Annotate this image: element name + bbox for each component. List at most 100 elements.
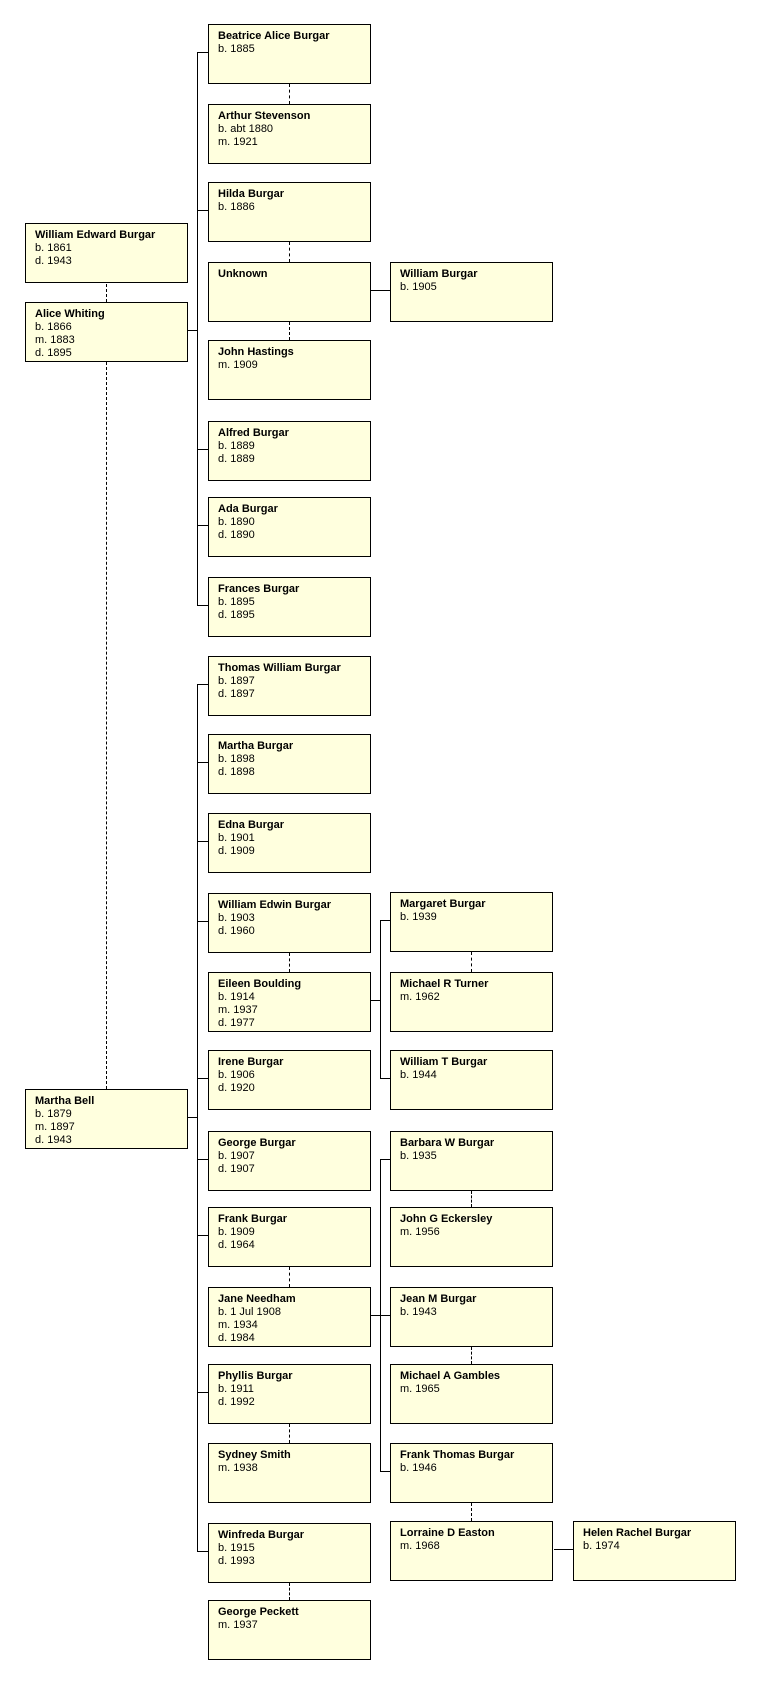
person-box-william-burgar[interactable]: William Burgar b. 1905 — [390, 262, 553, 322]
person-detail: b. 1861 — [35, 242, 72, 254]
person-box-martha-bell[interactable]: Martha Bell b. 1879 m. 1897 d. 1943 — [25, 1089, 188, 1149]
person-name: Martha Burgar — [218, 740, 294, 752]
person-detail: b. 1886 — [218, 201, 255, 213]
descent-line — [197, 684, 198, 1552]
person-name: Michael R Turner — [400, 978, 489, 990]
descent-line — [554, 1549, 573, 1550]
person-name: Barbara W Burgar — [400, 1137, 495, 1149]
person-box-arthur-stevenson[interactable]: Arthur Stevenson b. abt 1880 m. 1921 — [208, 104, 371, 164]
person-name: Thomas William Burgar — [218, 662, 341, 674]
person-box-william-edward-burgar[interactable]: William Edward Burgar b. 1861 d. 1943 — [25, 223, 188, 283]
person-detail: m. 1897 — [35, 1121, 75, 1133]
person-box-margaret-burgar[interactable]: Margaret Burgar b. 1939 — [390, 892, 553, 952]
descent-line — [197, 605, 208, 606]
person-box-sydney-smith[interactable]: Sydney Smith m. 1938 — [208, 1443, 371, 1503]
person-detail: b. 1915 — [218, 1542, 255, 1554]
person-detail: b. 1906 — [218, 1069, 255, 1081]
person-box-eileen-boulding[interactable]: Eileen Boulding b. 1914 m. 1937 d. 1977 — [208, 972, 371, 1032]
person-name: William Burgar — [400, 268, 478, 280]
person-detail: d. 1907 — [218, 1163, 255, 1175]
descent-line — [188, 1117, 197, 1118]
descent-line — [380, 1315, 390, 1316]
person-box-michael-r-turner[interactable]: Michael R Turner m. 1962 — [390, 972, 553, 1032]
person-box-john-hastings[interactable]: John Hastings m. 1909 — [208, 340, 371, 400]
marriage-link-line — [289, 1267, 290, 1287]
person-detail: m. 1965 — [400, 1383, 440, 1395]
person-detail: d. 1984 — [218, 1332, 255, 1344]
person-box-thomas-william-burgar[interactable]: Thomas William Burgar b. 1897 d. 1897 — [208, 656, 371, 716]
person-name: Alfred Burgar — [218, 427, 289, 439]
person-box-irene-burgar[interactable]: Irene Burgar b. 1906 d. 1920 — [208, 1050, 371, 1110]
person-detail: b. 1889 — [218, 440, 255, 452]
person-box-helen-rachel-burgar[interactable]: Helen Rachel Burgar b. 1974 — [573, 1521, 736, 1581]
person-detail: m. 1937 — [218, 1619, 258, 1631]
person-detail: b. abt 1880 — [218, 123, 274, 135]
marriage-link-line — [471, 1347, 472, 1364]
person-name: John Hastings — [218, 346, 294, 358]
person-box-george-peckett[interactable]: George Peckett m. 1937 — [208, 1600, 371, 1660]
descent-line — [197, 210, 208, 211]
person-name: George Burgar — [218, 1137, 296, 1149]
person-name: Edna Burgar — [218, 819, 285, 831]
descent-line — [380, 920, 381, 1079]
person-name: Jane Needham — [218, 1293, 296, 1305]
person-box-alice-whiting[interactable]: Alice Whiting b. 1866 m. 1883 d. 1895 — [25, 302, 188, 362]
person-box-george-burgar[interactable]: George Burgar b. 1907 d. 1907 — [208, 1131, 371, 1191]
person-box-ada-burgar[interactable]: Ada Burgar b. 1890 d. 1890 — [208, 497, 371, 557]
person-detail: b. 1866 — [35, 321, 72, 333]
person-detail: d. 1895 — [218, 609, 255, 621]
descent-line — [380, 1471, 390, 1472]
person-box-barbara-w-burgar[interactable]: Barbara W Burgar b. 1935 — [390, 1131, 553, 1191]
person-detail: d. 1964 — [218, 1239, 255, 1251]
person-box-john-g-eckersley[interactable]: John G Eckersley m. 1956 — [390, 1207, 553, 1267]
person-name: Winfreda Burgar — [218, 1529, 305, 1541]
person-box-unknown[interactable]: Unknown — [208, 262, 371, 322]
person-detail: b. 1890 — [218, 516, 255, 528]
descent-line — [380, 920, 390, 921]
descent-line — [197, 1551, 208, 1552]
descent-line — [371, 290, 390, 291]
person-detail: b. 1911 — [218, 1383, 254, 1395]
person-detail: b. 1939 — [400, 911, 437, 923]
person-detail: b. 1905 — [400, 281, 437, 293]
descent-line — [197, 525, 208, 526]
descent-line — [188, 330, 197, 331]
person-box-frank-burgar[interactable]: Frank Burgar b. 1909 d. 1964 — [208, 1207, 371, 1267]
person-detail: b. 1897 — [218, 675, 255, 687]
person-name: Helen Rachel Burgar — [583, 1527, 692, 1539]
person-box-william-edwin-burgar[interactable]: William Edwin Burgar b. 1903 d. 1960 — [208, 893, 371, 953]
person-name: William Edwin Burgar — [218, 899, 331, 911]
person-detail: m. 1934 — [218, 1319, 258, 1331]
person-detail: b. 1944 — [400, 1069, 437, 1081]
person-box-lorraine-d-easton[interactable]: Lorraine D Easton m. 1968 — [390, 1521, 553, 1581]
person-name: Beatrice Alice Burgar — [218, 30, 330, 42]
person-name: Jean M Burgar — [400, 1293, 477, 1305]
person-name: Arthur Stevenson — [218, 110, 311, 122]
person-detail: d. 1898 — [218, 766, 255, 778]
person-box-michael-a-gambles[interactable]: Michael A Gambles m. 1965 — [390, 1364, 553, 1424]
descent-line — [371, 1315, 380, 1316]
descent-line — [380, 1078, 390, 1079]
person-name: Margaret Burgar — [400, 898, 486, 910]
person-box-alfred-burgar[interactable]: Alfred Burgar b. 1889 d. 1889 — [208, 421, 371, 481]
person-box-edna-burgar[interactable]: Edna Burgar b. 1901 d. 1909 — [208, 813, 371, 873]
person-name: Frances Burgar — [218, 583, 300, 595]
person-box-jane-needham[interactable]: Jane Needham b. 1 Jul 1908 m. 1934 d. 1984 — [208, 1287, 371, 1347]
person-box-frank-thomas-burgar[interactable]: Frank Thomas Burgar b. 1946 — [390, 1443, 553, 1503]
person-box-william-t-burgar[interactable]: William T Burgar b. 1944 — [390, 1050, 553, 1110]
person-box-hilda-burgar[interactable]: Hilda Burgar b. 1886 — [208, 182, 371, 242]
marriage-link-line — [289, 84, 290, 104]
marriage-link-line — [289, 1583, 290, 1600]
person-box-beatrice-alice-burgar[interactable]: Beatrice Alice Burgar b. 1885 — [208, 24, 371, 84]
person-name: Alice Whiting — [35, 308, 105, 320]
descent-line — [197, 449, 208, 450]
person-detail: m. 1883 — [35, 334, 75, 346]
marriage-link-line — [471, 952, 472, 972]
person-box-frances-burgar[interactable]: Frances Burgar b. 1895 d. 1895 — [208, 577, 371, 637]
person-box-phyllis-burgar[interactable]: Phyllis Burgar b. 1911 d. 1992 — [208, 1364, 371, 1424]
person-box-jean-m-burgar[interactable]: Jean M Burgar b. 1943 — [390, 1287, 553, 1347]
person-box-martha-burgar[interactable]: Martha Burgar b. 1898 d. 1898 — [208, 734, 371, 794]
person-detail: m. 1956 — [400, 1226, 440, 1238]
person-box-winfreda-burgar[interactable]: Winfreda Burgar b. 1915 d. 1993 — [208, 1523, 371, 1583]
